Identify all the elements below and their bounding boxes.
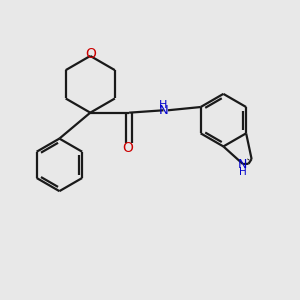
Text: H: H: [239, 167, 247, 177]
Text: O: O: [85, 46, 96, 61]
Text: O: O: [122, 141, 133, 155]
Text: H: H: [159, 100, 168, 110]
Text: N: N: [238, 158, 248, 170]
Text: N: N: [159, 104, 168, 117]
